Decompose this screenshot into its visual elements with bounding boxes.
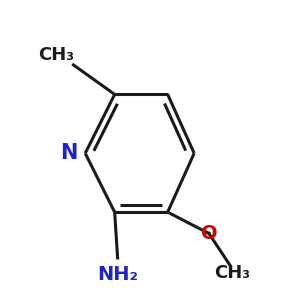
Text: O: O	[201, 224, 217, 243]
Text: N: N	[60, 143, 78, 163]
Text: NH₂: NH₂	[97, 265, 138, 284]
Text: CH₃: CH₃	[214, 264, 250, 282]
Text: CH₃: CH₃	[38, 46, 74, 64]
